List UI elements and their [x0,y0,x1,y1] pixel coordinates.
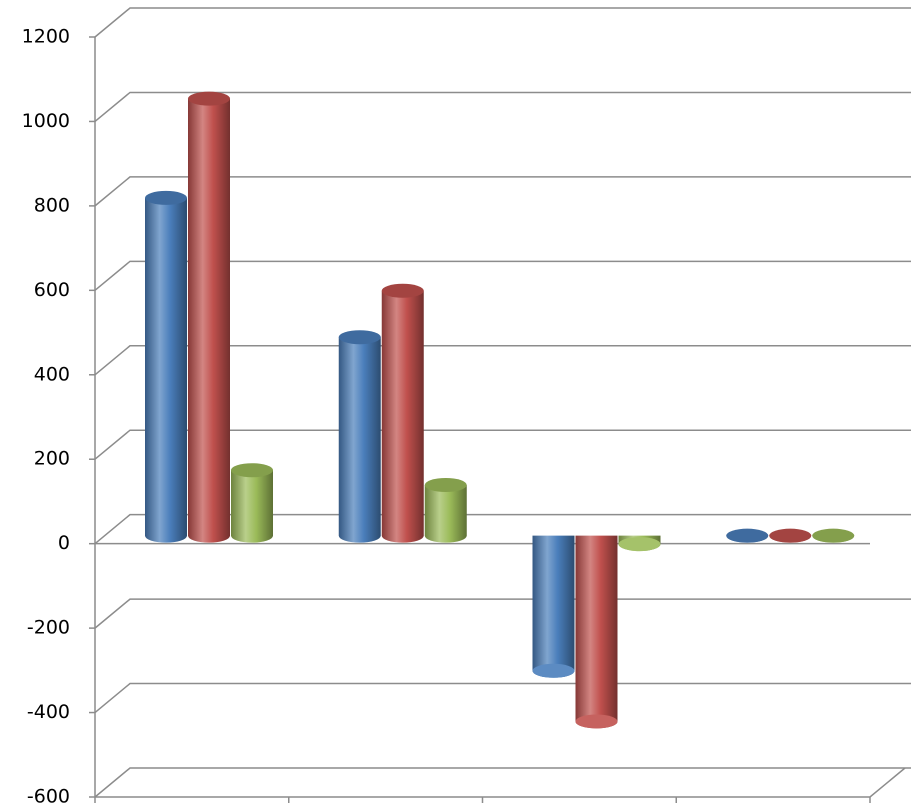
bar [618,535,661,552]
grid-line [94,429,911,460]
grid-line [94,598,911,629]
bar [231,463,273,543]
bar [381,283,424,543]
y-tick-label: 800 [34,194,70,216]
grid-line [94,91,911,123]
floor [95,767,906,798]
grid-line [94,176,911,207]
bar [338,330,381,543]
y-tick-label: 1200 [22,26,70,48]
y-tick-label: 200 [34,448,70,470]
y-tick-label: 1000 [22,110,70,132]
y-tick-label: 0 [58,532,70,554]
bar [726,528,769,543]
bar [769,528,812,543]
bar [812,528,855,543]
grid-line [94,682,911,714]
y-tick-label: 400 [34,363,70,385]
y-tick-label: -400 [27,701,70,723]
bar [532,535,575,678]
bar [424,478,467,543]
bar [575,535,618,729]
grid-line [94,260,911,291]
bar [145,190,187,543]
y-tick-label: 600 [34,279,70,301]
grid-line [94,767,911,798]
grid-line [94,345,911,376]
grid-line [94,513,911,545]
grid-line [94,7,911,38]
y-tick-label: -600 [27,786,70,805]
y-tick-label: -200 [27,617,70,639]
bar [188,91,230,543]
